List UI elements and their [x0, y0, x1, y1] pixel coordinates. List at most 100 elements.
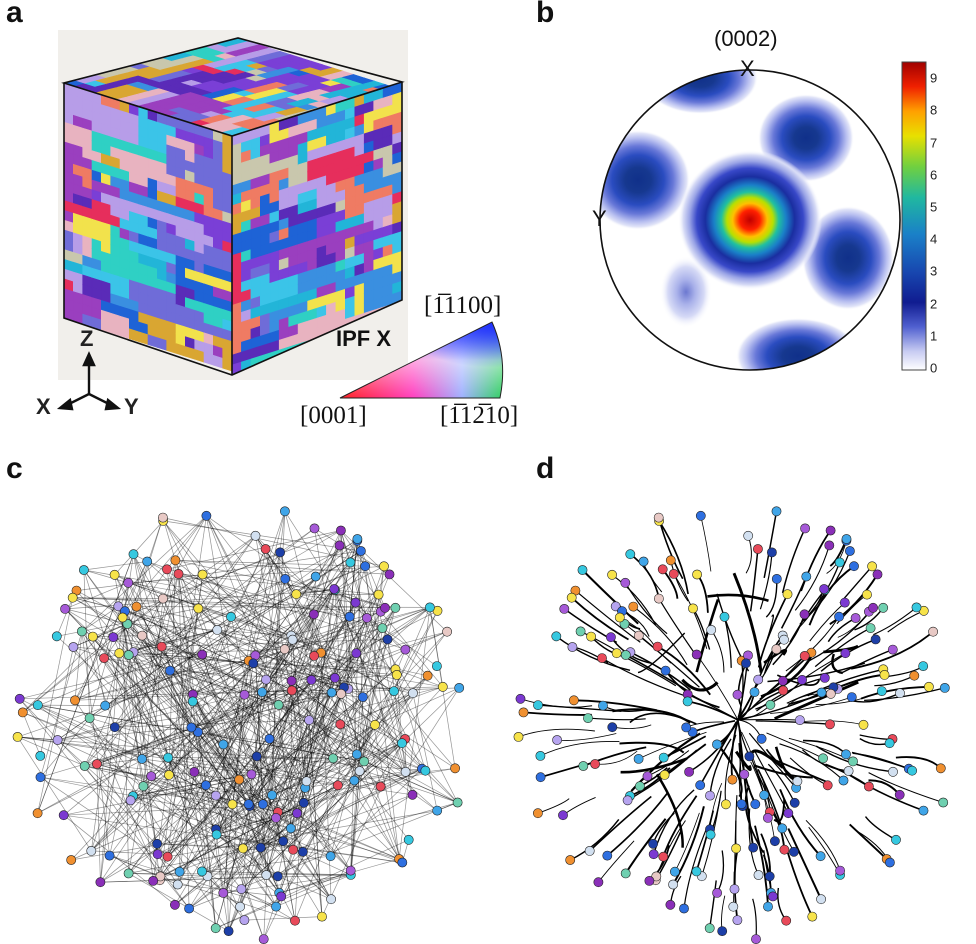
network-node [32, 808, 43, 819]
network-node [420, 765, 431, 776]
network-node [163, 752, 173, 763]
network-node [407, 789, 418, 800]
pole-figure-plot [599, 69, 901, 371]
network-node [763, 901, 773, 912]
network-node [593, 877, 604, 888]
network-node [583, 713, 593, 723]
network-node [681, 722, 692, 733]
network-node [400, 766, 411, 777]
network-graph-backbone [513, 506, 950, 944]
colorbar-tick-label: 0 [930, 360, 938, 376]
network-node [753, 870, 764, 880]
colorbar-tick-label: 6 [930, 167, 938, 183]
network-node [777, 675, 788, 686]
network-node [301, 776, 312, 787]
network-node [359, 756, 369, 767]
network-node [653, 593, 664, 604]
network-node [513, 731, 524, 742]
network-node [86, 845, 97, 856]
network-node [297, 846, 308, 857]
network-node [939, 682, 950, 693]
network-node [170, 555, 181, 566]
network-node [551, 631, 562, 642]
network-node [280, 574, 291, 584]
network-node [193, 727, 203, 737]
colorbar-tick-label: 7 [930, 135, 938, 151]
network-node [778, 685, 789, 696]
cube-left-face [64, 83, 232, 372]
ipf-corner-left: [0001] [300, 402, 367, 429]
network-node [625, 549, 636, 560]
network-node [848, 756, 858, 767]
network-node [782, 589, 793, 600]
network-node [565, 855, 576, 865]
network-node [691, 866, 702, 877]
network-node [125, 795, 136, 806]
network-node [648, 838, 658, 849]
network-node [351, 749, 362, 760]
network-node [308, 609, 319, 620]
network-node [533, 808, 543, 819]
network-node [928, 626, 938, 637]
network-node [193, 603, 204, 614]
network-node [288, 844, 298, 855]
network-node [741, 658, 751, 669]
network-node [597, 653, 607, 663]
network-node [108, 632, 119, 643]
network-node [658, 752, 669, 763]
network-node [834, 557, 845, 568]
network-node [437, 681, 448, 692]
network-node [109, 569, 120, 580]
network-node [876, 686, 887, 696]
network-node [622, 795, 633, 806]
network-node [146, 771, 157, 782]
network-node [799, 609, 810, 620]
network-node [777, 823, 788, 834]
network-node [422, 670, 433, 681]
network-node [825, 525, 836, 536]
network-node [391, 669, 402, 680]
network-node [131, 601, 142, 612]
network-node [891, 834, 901, 845]
axis-label-z: Z [80, 326, 94, 351]
network-node [310, 571, 321, 582]
network-node [380, 602, 390, 613]
network-node [614, 612, 625, 623]
network-node [729, 884, 740, 894]
network-node [345, 557, 356, 568]
network-nodes [12, 506, 465, 944]
network-node [234, 774, 245, 785]
colorbar-tick-label: 3 [930, 263, 938, 279]
network-node [200, 780, 211, 791]
network-node [113, 601, 124, 612]
network-node [275, 547, 285, 558]
network-node [606, 632, 616, 643]
network-node [559, 603, 570, 614]
network-node [67, 592, 78, 603]
network-node [184, 903, 194, 914]
network-node [60, 603, 70, 614]
network-node [705, 790, 715, 801]
network-node [695, 780, 706, 791]
network-node [211, 829, 222, 840]
colorbar-tick-label: 1 [930, 328, 938, 344]
network-node [157, 512, 168, 523]
network-node [736, 799, 747, 809]
network-node [278, 836, 289, 847]
network-node [849, 561, 859, 572]
pole-label-x: X [740, 56, 755, 81]
network-node [152, 838, 162, 849]
network-node [658, 851, 669, 862]
network-node [210, 923, 221, 934]
network-node [389, 686, 399, 696]
network-node [287, 634, 298, 645]
network-node [895, 688, 905, 699]
network-node [328, 753, 338, 764]
network-node [884, 857, 895, 868]
network-node [800, 523, 810, 534]
network-node [258, 934, 269, 944]
network-node [271, 901, 281, 912]
network-node [838, 775, 849, 786]
network-node [375, 781, 386, 792]
network-node [100, 700, 111, 711]
